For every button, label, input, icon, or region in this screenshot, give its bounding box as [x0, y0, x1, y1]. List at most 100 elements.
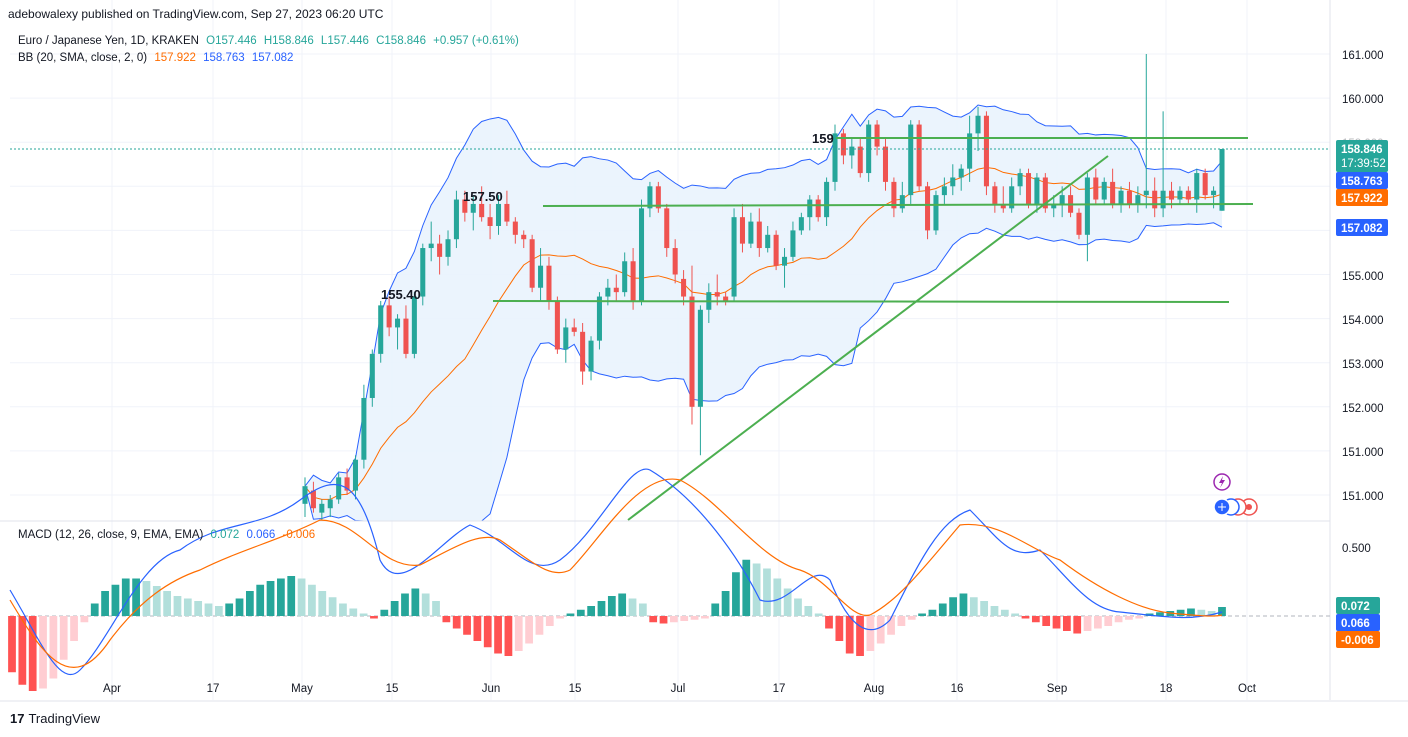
macd-label: MACD (12, 26, close, 9, EMA, EMA)	[18, 529, 204, 541]
time-label: 18	[1160, 683, 1173, 695]
price-tick: 153.000	[1342, 359, 1384, 371]
macd-bar	[277, 578, 285, 616]
macd-bar	[183, 598, 192, 616]
macd-bar	[711, 603, 720, 616]
ohlc-open: O157.446	[206, 35, 257, 47]
macd-bar	[132, 578, 140, 616]
candle-body	[580, 331, 586, 372]
candle-body	[395, 318, 401, 328]
candle-body	[1059, 195, 1065, 204]
macd-bar	[649, 616, 658, 623]
candle-body	[1084, 177, 1090, 235]
candle-body	[411, 296, 417, 354]
macd-bar	[121, 578, 130, 616]
macd-bar	[1021, 616, 1030, 619]
candle-body	[849, 146, 855, 156]
macd-bar	[980, 601, 989, 616]
macd-bar	[204, 603, 213, 616]
candle-body	[319, 503, 325, 513]
candle-body	[571, 327, 577, 332]
bb-upper-tag	[1336, 172, 1388, 189]
macd-hist-tag	[1336, 597, 1380, 614]
candle-body	[916, 124, 922, 187]
candle-body	[344, 477, 350, 491]
macd-bar	[732, 572, 740, 616]
macd-bar	[214, 606, 223, 616]
bb-label: BB (20, SMA, close, 2, 0)	[18, 52, 148, 64]
price-tick: 154.000	[1342, 315, 1384, 327]
macd-bar	[266, 581, 275, 616]
macd-bar	[18, 616, 27, 685]
candle-body	[504, 203, 510, 222]
macd-bar	[442, 616, 451, 623]
candle-body	[908, 124, 914, 196]
macd-bar	[80, 616, 89, 623]
macd-histogram	[8, 559, 1226, 691]
macd-bar	[690, 616, 699, 620]
candle-body	[1017, 173, 1023, 187]
bb-mid-tag-text: 157.922	[1341, 193, 1383, 205]
macd-bar	[566, 613, 575, 616]
macd-bar	[1042, 616, 1051, 626]
macd-bar	[587, 606, 596, 616]
candle-body	[512, 221, 518, 235]
macd-bar	[1052, 616, 1061, 629]
macd-bar	[411, 588, 420, 616]
symbol-name: Euro / Japanese Yen, 1D, KRAKEN	[18, 35, 199, 47]
candle-body	[857, 146, 863, 174]
event-icons[interactable]	[1213, 473, 1258, 516]
macd-bar	[339, 603, 347, 616]
candle-body	[613, 287, 619, 293]
candle-body	[1211, 190, 1217, 196]
macd-bar	[1218, 607, 1226, 616]
footer-brand[interactable]: 17 TradingView	[10, 711, 100, 726]
macd-bar	[483, 616, 492, 648]
macd-bar	[835, 616, 844, 641]
macd-bar	[1104, 616, 1113, 626]
macd-bar	[897, 616, 906, 626]
macd-bar	[804, 606, 813, 616]
macd-hist-tag-text: 0.072	[1341, 601, 1370, 613]
macd-bar	[245, 591, 254, 616]
time-label: 16	[951, 683, 964, 695]
macd-signal-tag	[1336, 631, 1380, 648]
macd-signal-tag-text: -0.006	[1341, 635, 1374, 647]
macd-bar	[8, 616, 16, 673]
bb-upper-line	[304, 104, 1223, 487]
macd-bar	[421, 593, 430, 616]
candle-body	[445, 239, 451, 257]
candle-body	[647, 186, 653, 209]
macd-bar	[194, 601, 203, 616]
bb-upper-value: 158.763	[203, 52, 245, 64]
macd-signal-value: -0.006	[282, 529, 316, 541]
bb-upper-tag-text: 158.763	[1341, 176, 1383, 188]
macd-bar	[225, 603, 234, 616]
candle-body	[765, 234, 771, 249]
macd-bar	[928, 609, 937, 616]
support-line-155-40	[492, 300, 1230, 303]
macd-bar	[659, 616, 668, 624]
candle-body	[1194, 173, 1200, 200]
candle-body	[420, 248, 426, 297]
candle-body	[638, 208, 645, 301]
macd-bar	[845, 616, 854, 654]
macd-bar	[876, 616, 885, 644]
macd-bar	[152, 586, 161, 616]
candle-body	[386, 305, 392, 328]
candle-body	[866, 124, 872, 174]
macd-line-tag-text: 0.066	[1341, 618, 1370, 630]
macd-bar	[990, 606, 999, 616]
candle-body	[798, 217, 804, 231]
macd-bar	[918, 613, 926, 616]
candle-body	[874, 124, 880, 147]
candle-body	[748, 221, 754, 244]
last-price-tag-text: 158.846	[1341, 144, 1383, 156]
support-line-157-50	[542, 203, 1254, 207]
countdown-text: 17:39:52	[1341, 158, 1386, 170]
macd-bar	[825, 616, 833, 629]
macd-bar	[783, 588, 792, 616]
macd-bar	[773, 578, 782, 616]
price-tick: 152.000	[1342, 403, 1384, 415]
ohlc-change: +0.957 (+0.61%)	[433, 35, 519, 47]
